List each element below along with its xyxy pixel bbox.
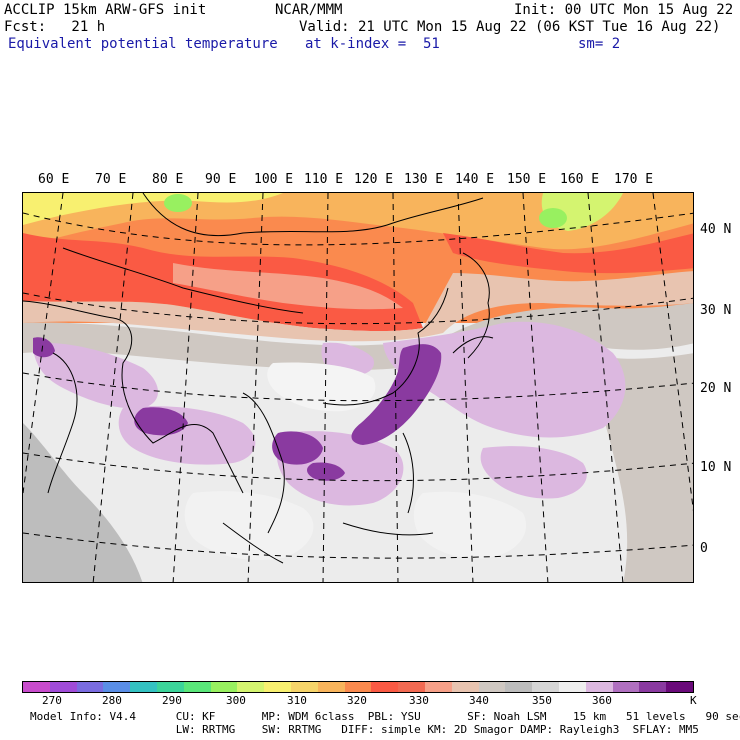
- lon-label: 120 E: [354, 172, 394, 187]
- smoothing-label: sm= 2: [578, 36, 621, 52]
- colorbar-swatch: [264, 682, 291, 692]
- colorbar-swatch: [505, 682, 533, 692]
- lat-label: 0: [700, 541, 708, 556]
- colorbar-swatch: [666, 682, 693, 692]
- colorbar-swatch: [103, 682, 131, 692]
- lon-label: 130 E: [404, 172, 444, 187]
- lon-label: 110 E: [304, 172, 344, 187]
- lon-label: 90 E: [205, 172, 237, 187]
- colorbar-swatch: [478, 682, 506, 692]
- colorbar-label: 290: [162, 694, 182, 707]
- theta-e-map: [22, 192, 694, 583]
- colorbar-swatch: [23, 682, 50, 692]
- forecast-hour: Fcst: 21 h: [4, 19, 106, 35]
- colorbar-label: 310: [287, 694, 307, 707]
- colorbar-swatch: [290, 682, 318, 692]
- level-label: at k-index = 51: [305, 36, 440, 52]
- lon-label: 160 E: [560, 172, 600, 187]
- colorbar-swatch: [639, 682, 667, 692]
- colorbar-unit: K: [690, 694, 697, 707]
- lat-label: 10 N: [700, 460, 732, 475]
- lon-label: 70 E: [95, 172, 127, 187]
- init-time: Init: 00 UTC Mon 15 Aug 22: [514, 2, 734, 18]
- lat-label: 20 N: [700, 381, 732, 396]
- colorbar-label: 320: [347, 694, 367, 707]
- colorbar: [22, 681, 694, 693]
- colorbar-swatch: [585, 682, 613, 692]
- colorbar-swatch: [76, 682, 104, 692]
- colorbar-label: 330: [409, 694, 429, 707]
- colorbar-swatch: [156, 682, 184, 692]
- model-info: Model Info: V4.4 CU: KF MP: WDM 6class P…: [30, 710, 740, 723]
- colorbar-label: 300: [226, 694, 246, 707]
- colorbar-swatch: [344, 682, 372, 692]
- colorbar-swatch: [398, 682, 425, 692]
- colorbar-swatch: [317, 682, 345, 692]
- lon-label: 60 E: [38, 172, 70, 187]
- colorbar-label: 280: [102, 694, 122, 707]
- colorbar-swatch: [210, 682, 238, 692]
- colorbar-swatch: [371, 682, 399, 692]
- field-name: Equivalent potential temperature: [8, 36, 278, 52]
- colorbar-swatch: [451, 682, 479, 692]
- colorbar-swatch: [49, 682, 77, 692]
- physics-info: LW: RRTMG SW: RRTMG DIFF: simple KM: 2D …: [30, 723, 699, 736]
- lon-label: 100 E: [254, 172, 294, 187]
- colorbar-swatch: [612, 682, 640, 692]
- colorbar-swatch: [558, 682, 586, 692]
- colorbar-label: 340: [469, 694, 489, 707]
- colorbar-label: 360: [592, 694, 612, 707]
- colorbar-swatch: [183, 682, 211, 692]
- colorbar-swatch: [532, 682, 559, 692]
- colorbar-label: 350: [532, 694, 552, 707]
- lon-label: 80 E: [152, 172, 184, 187]
- lon-label: 150 E: [507, 172, 547, 187]
- lat-label: 30 N: [700, 303, 732, 318]
- colorbar-label: 270: [42, 694, 62, 707]
- lon-label: 170 E: [614, 172, 654, 187]
- lon-label: 140 E: [455, 172, 495, 187]
- colorbar-swatch: [424, 682, 452, 692]
- colorbar-swatch: [237, 682, 265, 692]
- valid-time: Valid: 21 UTC Mon 15 Aug 22 (06 KST Tue …: [299, 19, 721, 35]
- lat-label: 40 N: [700, 222, 732, 237]
- colorbar-swatch: [130, 682, 157, 692]
- model-title: ACCLIP 15km ARW-GFS init: [4, 2, 207, 18]
- center-label: NCAR/MMM: [275, 2, 343, 18]
